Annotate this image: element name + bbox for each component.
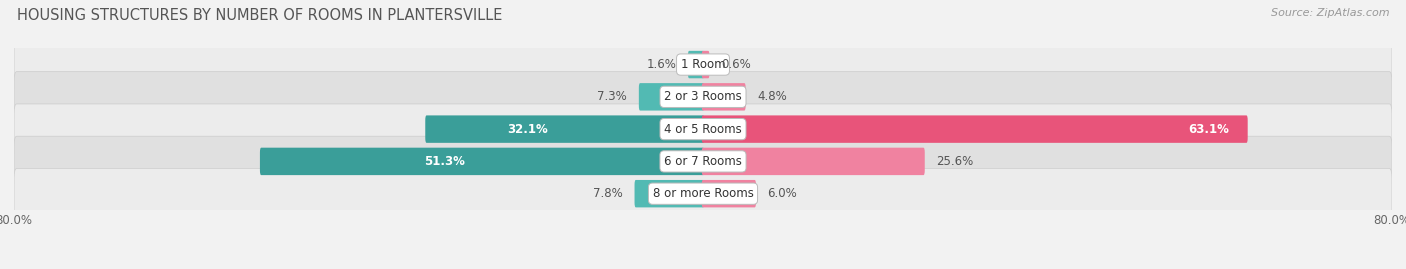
Text: 2 or 3 Rooms: 2 or 3 Rooms	[664, 90, 742, 103]
Text: Source: ZipAtlas.com: Source: ZipAtlas.com	[1271, 8, 1389, 18]
FancyBboxPatch shape	[14, 168, 1392, 219]
FancyBboxPatch shape	[702, 51, 710, 78]
FancyBboxPatch shape	[634, 180, 704, 207]
FancyBboxPatch shape	[14, 104, 1392, 154]
Text: 51.3%: 51.3%	[425, 155, 465, 168]
FancyBboxPatch shape	[702, 148, 925, 175]
Text: 1 Room: 1 Room	[681, 58, 725, 71]
Text: 6.0%: 6.0%	[768, 187, 797, 200]
Text: 63.1%: 63.1%	[1188, 123, 1229, 136]
FancyBboxPatch shape	[702, 115, 1247, 143]
Text: 0.6%: 0.6%	[721, 58, 751, 71]
Text: 6 or 7 Rooms: 6 or 7 Rooms	[664, 155, 742, 168]
Text: 4 or 5 Rooms: 4 or 5 Rooms	[664, 123, 742, 136]
Text: 7.3%: 7.3%	[598, 90, 627, 103]
Text: 4.8%: 4.8%	[758, 90, 787, 103]
FancyBboxPatch shape	[14, 72, 1392, 122]
Text: 1.6%: 1.6%	[647, 58, 676, 71]
FancyBboxPatch shape	[688, 51, 704, 78]
Text: 25.6%: 25.6%	[936, 155, 973, 168]
FancyBboxPatch shape	[14, 39, 1392, 90]
Text: 32.1%: 32.1%	[506, 123, 547, 136]
FancyBboxPatch shape	[702, 83, 745, 111]
FancyBboxPatch shape	[702, 180, 756, 207]
FancyBboxPatch shape	[14, 136, 1392, 187]
FancyBboxPatch shape	[638, 83, 704, 111]
FancyBboxPatch shape	[260, 148, 704, 175]
Text: 7.8%: 7.8%	[593, 187, 623, 200]
FancyBboxPatch shape	[425, 115, 704, 143]
Text: 8 or more Rooms: 8 or more Rooms	[652, 187, 754, 200]
Text: HOUSING STRUCTURES BY NUMBER OF ROOMS IN PLANTERSVILLE: HOUSING STRUCTURES BY NUMBER OF ROOMS IN…	[17, 8, 502, 23]
